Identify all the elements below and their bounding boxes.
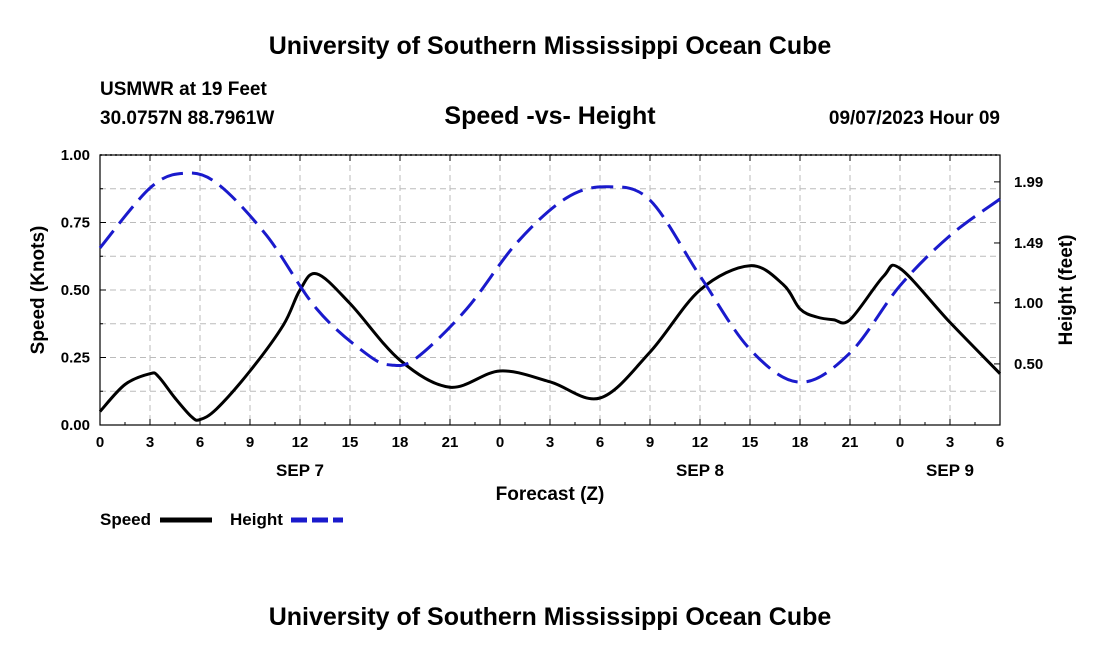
x-tick-label: 3 bbox=[546, 434, 554, 451]
x-tick-label: 9 bbox=[246, 434, 254, 451]
date-label: SEP 7 bbox=[276, 461, 324, 480]
x-tick-label: 15 bbox=[342, 434, 359, 451]
x-tick-label: 6 bbox=[196, 434, 204, 451]
y2-axis-title: Height (feet) bbox=[1056, 235, 1077, 346]
x-tick-label: 21 bbox=[442, 434, 459, 451]
legend-speed-label: Speed bbox=[100, 510, 151, 529]
x-tick-label: 0 bbox=[896, 434, 904, 451]
x-tick-label: 3 bbox=[146, 434, 154, 451]
y2-tick-label: 0.50 bbox=[1014, 356, 1043, 373]
legend-height-label: Height bbox=[230, 510, 283, 529]
grid bbox=[100, 155, 1000, 425]
y2-tick-label: 1.99 bbox=[1014, 174, 1043, 191]
coords-label: 30.0757N 88.7961W bbox=[100, 108, 274, 129]
x-tick-label: 0 bbox=[496, 434, 504, 451]
x-tick-label: 6 bbox=[996, 434, 1004, 451]
x-tick-label: 12 bbox=[692, 434, 709, 451]
y2-tick-label: 1.49 bbox=[1014, 235, 1043, 252]
x-tick-label: 6 bbox=[596, 434, 604, 451]
series bbox=[98, 171, 1002, 422]
x-tick-label: 21 bbox=[842, 434, 859, 451]
y-tick-label: 0.00 bbox=[61, 417, 90, 434]
x-tick-label: 18 bbox=[392, 434, 409, 451]
axes: 0 3 6 9 12 15 18 21 0 3 6 9 12 15 18 21 0 3 6 0.00 0.25 0.50 0… bbox=[61, 147, 1043, 480]
y-tick-label: 1.00 bbox=[61, 147, 90, 164]
date-label: SEP 8 bbox=[676, 461, 724, 480]
chart-subtitle: Speed -vs- Height bbox=[444, 102, 656, 130]
series-line-speed bbox=[98, 263, 1002, 422]
footer-title: University of Southern Mississippi Ocean… bbox=[269, 603, 832, 631]
main-title: University of Southern Mississippi Ocean… bbox=[269, 32, 832, 60]
x-tick-label: 15 bbox=[742, 434, 759, 451]
x-tick-label: 0 bbox=[96, 434, 104, 451]
x-tick-label: 3 bbox=[946, 434, 954, 451]
x-tick-label: 18 bbox=[792, 434, 809, 451]
y-axis-title: Speed (Knots) bbox=[28, 226, 49, 355]
y-tick-label: 0.75 bbox=[61, 215, 90, 232]
y-tick-label: 0.25 bbox=[61, 350, 90, 367]
x-axis-title: Forecast (Z) bbox=[496, 484, 605, 505]
y-tick-label: 0.50 bbox=[61, 282, 90, 299]
datetime-label: 09/07/2023 Hour 09 bbox=[829, 108, 1000, 129]
station-label: USMWR at 19 Feet bbox=[100, 79, 267, 100]
x-tick-label: 9 bbox=[646, 434, 654, 451]
x-tick-label: 12 bbox=[292, 434, 309, 451]
y2-tick-label: 1.00 bbox=[1014, 295, 1043, 312]
series-line-height bbox=[98, 171, 1001, 384]
date-label: SEP 9 bbox=[926, 461, 974, 480]
legend: Speed Height bbox=[100, 510, 343, 529]
